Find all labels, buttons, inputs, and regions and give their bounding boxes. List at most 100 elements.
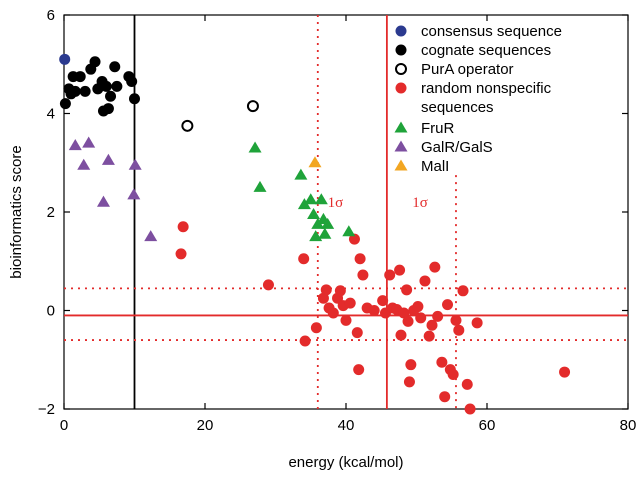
data-point xyxy=(100,80,112,92)
data-point xyxy=(246,100,259,113)
y-tick-label: 6 xyxy=(47,7,55,24)
x-tick-label: 20 xyxy=(197,417,214,434)
legend-label: MalI xyxy=(421,158,449,175)
data-point xyxy=(96,195,110,207)
x-tick-label: 60 xyxy=(479,417,496,434)
data-point xyxy=(181,119,194,132)
legend-label: GalR/GalS xyxy=(421,139,493,156)
legend-marker xyxy=(394,140,408,152)
data-point xyxy=(128,158,142,170)
data-point xyxy=(144,230,158,242)
data-point xyxy=(248,141,262,153)
data-point xyxy=(334,285,346,297)
data-point xyxy=(442,299,454,311)
data-point xyxy=(353,364,365,376)
data-point xyxy=(354,253,366,265)
data-point xyxy=(398,307,410,319)
data-point xyxy=(426,319,438,331)
data-point xyxy=(402,315,414,327)
data-point xyxy=(348,233,360,245)
data-point xyxy=(340,314,352,326)
data-point xyxy=(342,225,356,237)
data-point xyxy=(317,292,329,304)
data-point xyxy=(129,93,140,105)
data-point xyxy=(68,139,82,151)
data-point xyxy=(450,314,462,326)
legend-marker xyxy=(395,63,407,75)
data-point xyxy=(357,269,369,281)
data-point xyxy=(368,305,380,316)
data-point xyxy=(429,261,441,273)
x-tick-label: 80 xyxy=(620,417,637,434)
data-point xyxy=(102,103,114,115)
data-point xyxy=(175,248,187,260)
sigma-annotations: 1σ 1σ xyxy=(328,195,428,211)
data-point xyxy=(327,307,339,319)
plot-frame xyxy=(63,14,629,410)
data-point xyxy=(453,324,465,336)
data-point xyxy=(394,264,406,276)
data-point xyxy=(395,329,407,341)
data-point xyxy=(298,253,310,265)
data-point xyxy=(297,198,311,210)
data-point xyxy=(351,327,363,339)
legend-label: cognate sequences xyxy=(421,42,551,59)
data-point xyxy=(294,168,308,180)
sigma-label-1: 1σ xyxy=(412,195,428,211)
data-point xyxy=(310,322,322,334)
y-tick-label: 4 xyxy=(47,106,55,123)
data-point xyxy=(464,403,476,415)
legend-marker xyxy=(394,159,408,171)
y-tick-label: 0 xyxy=(47,303,55,320)
data-point xyxy=(79,85,91,97)
data-point xyxy=(471,317,483,329)
data-point xyxy=(321,217,335,229)
data-points xyxy=(59,53,571,415)
data-point xyxy=(447,369,459,381)
data-point xyxy=(432,310,444,322)
data-point xyxy=(253,180,267,192)
data-point xyxy=(177,221,189,233)
data-point xyxy=(401,284,413,296)
data-point xyxy=(59,98,71,110)
data-point xyxy=(109,61,121,73)
data-point xyxy=(419,275,431,287)
legend: consensus sequence cognate sequences PurA … xyxy=(394,23,562,175)
data-point xyxy=(59,53,71,65)
data-point xyxy=(415,312,427,324)
data-point xyxy=(127,188,141,200)
data-point xyxy=(262,279,274,291)
data-point xyxy=(101,153,115,165)
legend-label: random nonspecific xyxy=(421,80,552,97)
data-point xyxy=(318,227,332,239)
data-point xyxy=(377,295,389,307)
y-tick-label: 2 xyxy=(47,204,55,221)
data-point xyxy=(111,80,123,92)
x-tick-label: 0 xyxy=(60,417,68,434)
data-point xyxy=(307,207,321,220)
data-point xyxy=(461,378,473,390)
y-tick-label: −2 xyxy=(38,401,55,418)
data-point xyxy=(89,56,101,68)
reference-lines xyxy=(64,15,628,409)
legend-marker xyxy=(395,25,407,37)
data-point xyxy=(403,376,415,388)
data-point xyxy=(436,356,448,368)
data-point xyxy=(82,136,96,148)
legend-label: PurA operator xyxy=(421,61,514,78)
data-point xyxy=(77,158,91,170)
legend-marker xyxy=(395,82,407,94)
data-point xyxy=(69,85,81,97)
data-point xyxy=(299,335,311,347)
data-point xyxy=(412,301,424,313)
data-point xyxy=(344,297,356,309)
data-point xyxy=(559,366,571,378)
data-point xyxy=(74,71,86,83)
data-point xyxy=(304,193,318,205)
axis-ticks: 0 20 40 60 80 −2 0 2 4 6 xyxy=(38,7,636,434)
data-point xyxy=(314,193,328,205)
sigma-label-0: 1σ xyxy=(328,195,344,211)
legend-marker xyxy=(394,121,408,133)
data-point xyxy=(126,75,138,87)
